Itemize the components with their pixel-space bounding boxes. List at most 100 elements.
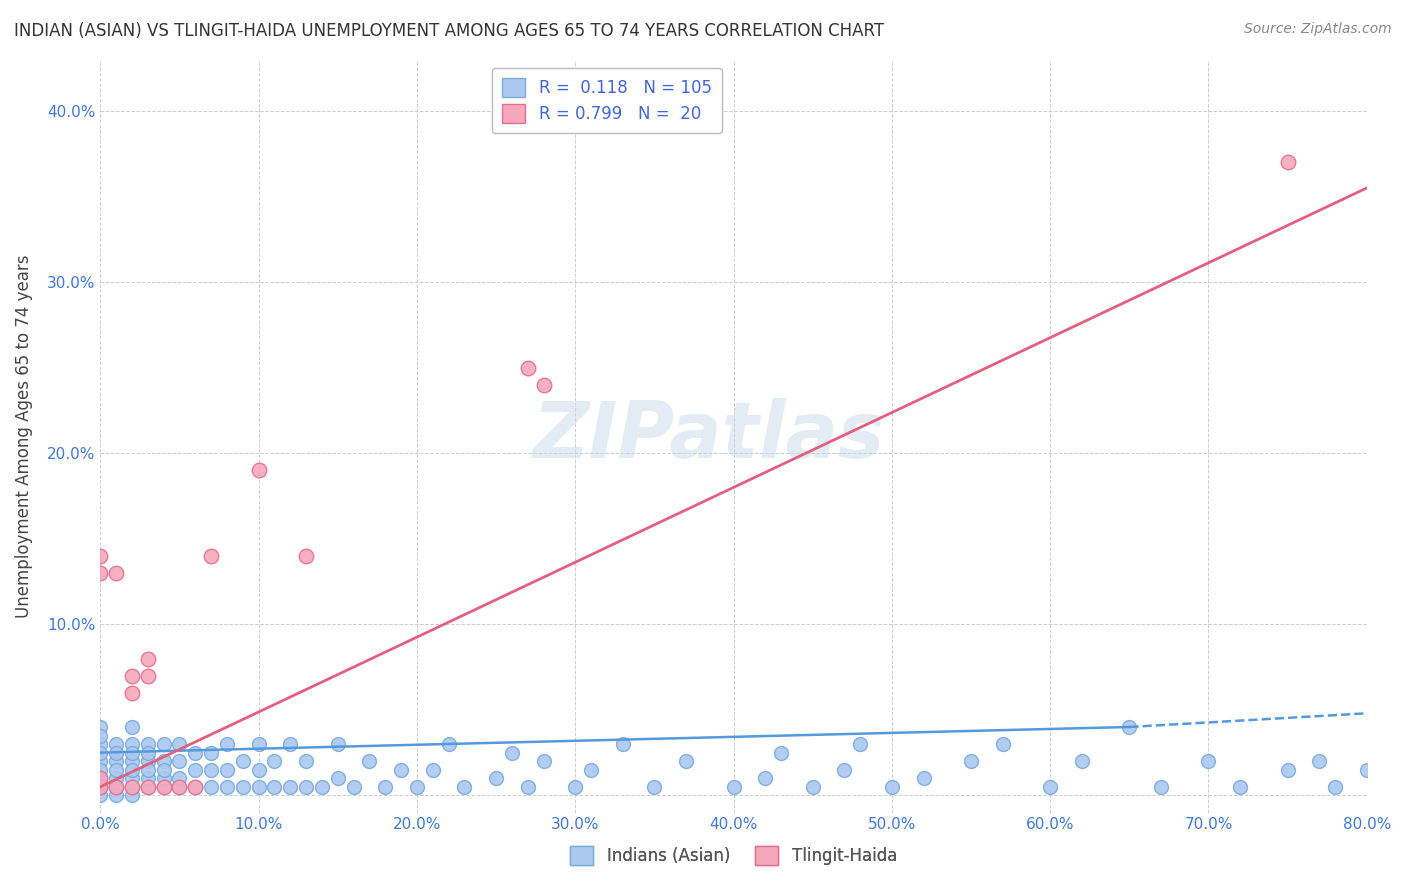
Point bbox=[136, 780, 159, 794]
Point bbox=[991, 737, 1014, 751]
Point bbox=[89, 780, 111, 794]
Point bbox=[723, 780, 745, 794]
Point bbox=[579, 763, 602, 777]
Point bbox=[501, 746, 523, 760]
Point bbox=[311, 780, 333, 794]
Point bbox=[215, 737, 238, 751]
Point bbox=[169, 780, 191, 794]
Point bbox=[849, 737, 872, 751]
Point bbox=[136, 651, 159, 665]
Point bbox=[121, 789, 143, 803]
Point bbox=[152, 763, 174, 777]
Point bbox=[89, 549, 111, 563]
Point bbox=[152, 780, 174, 794]
Point bbox=[89, 789, 111, 803]
Point bbox=[295, 780, 318, 794]
Point bbox=[247, 463, 270, 477]
Point bbox=[121, 780, 143, 794]
Point bbox=[278, 780, 301, 794]
Point bbox=[342, 780, 364, 794]
Point bbox=[105, 763, 128, 777]
Point bbox=[200, 780, 222, 794]
Point bbox=[437, 737, 460, 751]
Point bbox=[1277, 155, 1299, 169]
Point bbox=[121, 763, 143, 777]
Text: INDIAN (ASIAN) VS TLINGIT-HAIDA UNEMPLOYMENT AMONG AGES 65 TO 74 YEARS CORRELATI: INDIAN (ASIAN) VS TLINGIT-HAIDA UNEMPLOY… bbox=[14, 22, 884, 40]
Point bbox=[1229, 780, 1251, 794]
Point bbox=[533, 377, 555, 392]
Point bbox=[105, 746, 128, 760]
Point bbox=[1039, 780, 1062, 794]
Point bbox=[326, 772, 349, 786]
Point bbox=[105, 566, 128, 580]
Point bbox=[422, 763, 444, 777]
Point bbox=[215, 763, 238, 777]
Point bbox=[184, 746, 207, 760]
Point bbox=[105, 754, 128, 768]
Point bbox=[200, 549, 222, 563]
Point bbox=[295, 549, 318, 563]
Point bbox=[295, 754, 318, 768]
Point bbox=[1150, 780, 1173, 794]
Point bbox=[121, 720, 143, 734]
Point bbox=[105, 780, 128, 794]
Point bbox=[232, 754, 254, 768]
Point bbox=[1198, 754, 1220, 768]
Text: Source: ZipAtlas.com: Source: ZipAtlas.com bbox=[1244, 22, 1392, 37]
Point bbox=[136, 772, 159, 786]
Point bbox=[184, 780, 207, 794]
Point bbox=[453, 780, 475, 794]
Point bbox=[121, 686, 143, 700]
Point bbox=[215, 780, 238, 794]
Point bbox=[389, 763, 412, 777]
Point bbox=[880, 780, 903, 794]
Point bbox=[136, 746, 159, 760]
Point bbox=[89, 772, 111, 786]
Legend: Indians (Asian), Tlingit-Haida: Indians (Asian), Tlingit-Haida bbox=[564, 839, 904, 872]
Point bbox=[960, 754, 983, 768]
Point bbox=[136, 763, 159, 777]
Point bbox=[754, 772, 776, 786]
Text: ZIPatlas: ZIPatlas bbox=[531, 398, 884, 474]
Point bbox=[1308, 754, 1330, 768]
Point bbox=[136, 737, 159, 751]
Point bbox=[769, 746, 792, 760]
Point bbox=[278, 737, 301, 751]
Point bbox=[326, 737, 349, 751]
Point bbox=[359, 754, 381, 768]
Point bbox=[169, 780, 191, 794]
Point bbox=[136, 754, 159, 768]
Point bbox=[834, 763, 856, 777]
Point bbox=[89, 754, 111, 768]
Point bbox=[516, 360, 538, 375]
Point bbox=[912, 772, 935, 786]
Point bbox=[200, 763, 222, 777]
Point bbox=[1277, 763, 1299, 777]
Point bbox=[247, 737, 270, 751]
Point bbox=[89, 720, 111, 734]
Point bbox=[136, 668, 159, 682]
Y-axis label: Unemployment Among Ages 65 to 74 years: Unemployment Among Ages 65 to 74 years bbox=[15, 254, 32, 618]
Point bbox=[89, 566, 111, 580]
Point bbox=[169, 772, 191, 786]
Point bbox=[247, 780, 270, 794]
Point bbox=[1070, 754, 1092, 768]
Point bbox=[105, 789, 128, 803]
Point bbox=[105, 780, 128, 794]
Point bbox=[121, 772, 143, 786]
Point bbox=[105, 772, 128, 786]
Point bbox=[152, 754, 174, 768]
Point bbox=[232, 780, 254, 794]
Point bbox=[184, 780, 207, 794]
Point bbox=[121, 668, 143, 682]
Point bbox=[406, 780, 429, 794]
Point bbox=[89, 763, 111, 777]
Point bbox=[152, 737, 174, 751]
Point bbox=[1355, 763, 1378, 777]
Point bbox=[1118, 720, 1140, 734]
Point bbox=[89, 772, 111, 786]
Point bbox=[1324, 780, 1347, 794]
Point bbox=[89, 780, 111, 794]
Point bbox=[136, 780, 159, 794]
Point bbox=[105, 737, 128, 751]
